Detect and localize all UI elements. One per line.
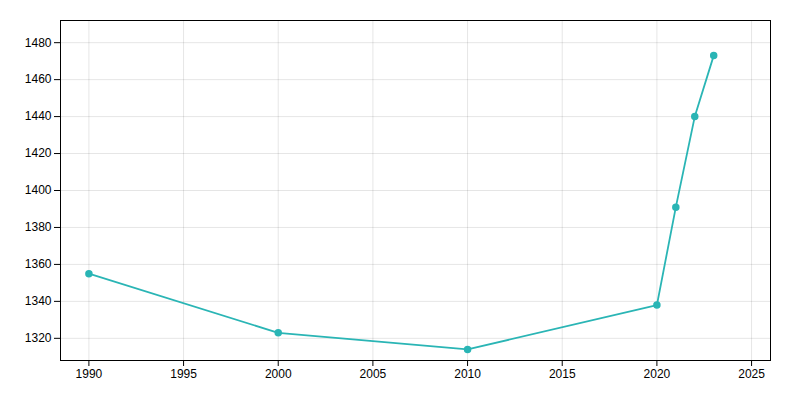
svg-text:1460: 1460 xyxy=(25,72,52,86)
svg-text:1380: 1380 xyxy=(25,220,52,234)
svg-text:1995: 1995 xyxy=(170,367,197,381)
svg-text:1320: 1320 xyxy=(25,331,52,345)
svg-text:2025: 2025 xyxy=(738,367,765,381)
svg-text:2010: 2010 xyxy=(454,367,481,381)
svg-text:1340: 1340 xyxy=(25,294,52,308)
svg-text:1440: 1440 xyxy=(25,109,52,123)
svg-text:2015: 2015 xyxy=(549,367,576,381)
svg-text:2000: 2000 xyxy=(265,367,292,381)
svg-text:2020: 2020 xyxy=(644,367,671,381)
svg-text:1480: 1480 xyxy=(25,36,52,50)
svg-text:2005: 2005 xyxy=(360,367,387,381)
svg-text:1990: 1990 xyxy=(76,367,103,381)
svg-text:1420: 1420 xyxy=(25,146,52,160)
svg-text:1360: 1360 xyxy=(25,257,52,271)
svg-text:1400: 1400 xyxy=(25,183,52,197)
